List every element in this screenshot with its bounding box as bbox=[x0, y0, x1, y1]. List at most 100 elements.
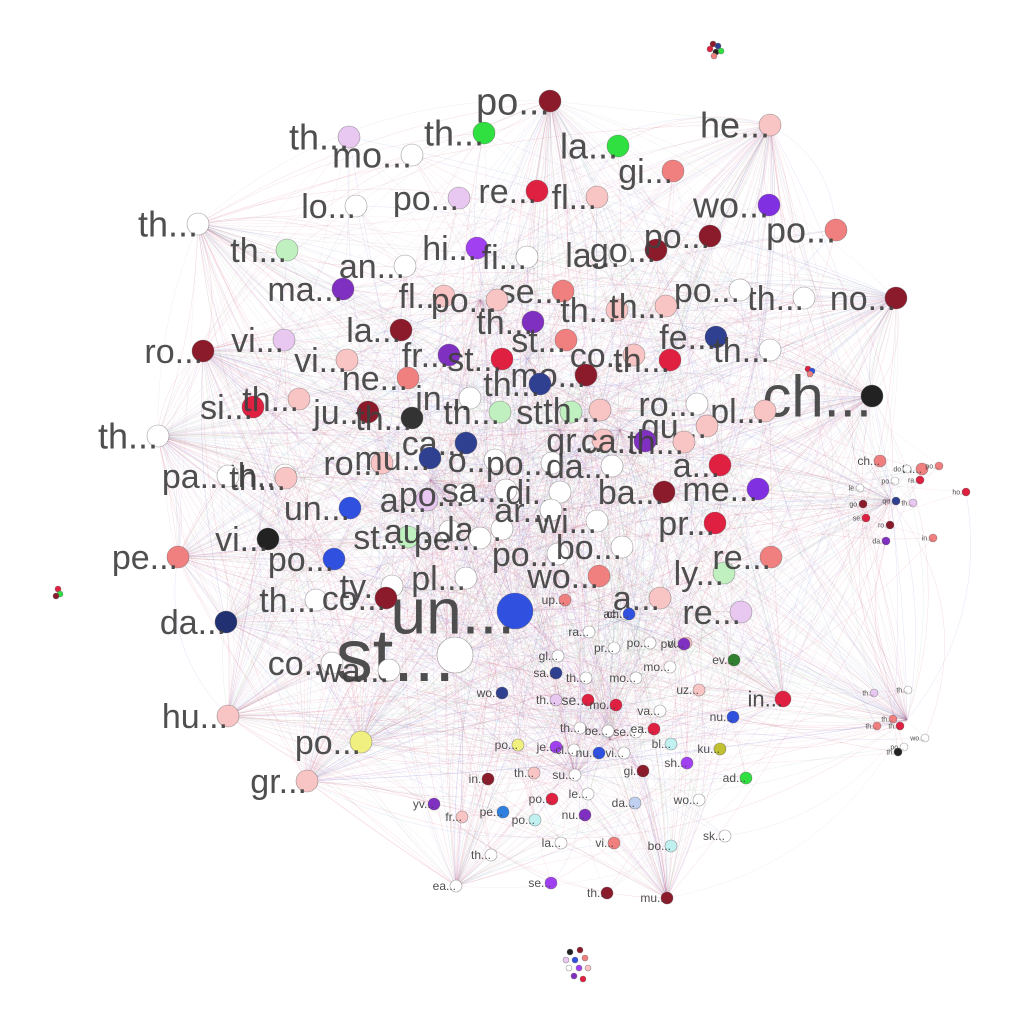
node-label: fe... bbox=[659, 319, 716, 357]
graph-node bbox=[549, 693, 563, 707]
edge bbox=[686, 124, 771, 405]
edge bbox=[429, 479, 784, 700]
edge bbox=[526, 256, 624, 741]
edge bbox=[579, 499, 891, 729]
edge bbox=[768, 204, 893, 501]
edge bbox=[566, 124, 771, 816]
edge bbox=[574, 611, 742, 776]
edge bbox=[227, 715, 536, 821]
edge bbox=[619, 429, 700, 691]
edge bbox=[333, 100, 551, 560]
edge bbox=[551, 462, 668, 899]
edge bbox=[157, 435, 227, 623]
edge bbox=[227, 520, 598, 717]
edge bbox=[177, 556, 457, 887]
edge bbox=[360, 739, 611, 752]
node-label: po... bbox=[295, 724, 361, 762]
edge bbox=[197, 223, 644, 772]
edge bbox=[635, 395, 873, 679]
edge bbox=[227, 477, 288, 717]
graph-node bbox=[548, 480, 572, 504]
node-label: th... bbox=[613, 342, 670, 380]
edge bbox=[782, 395, 873, 700]
node-label: po... bbox=[486, 445, 552, 483]
edge bbox=[454, 124, 771, 656]
edge bbox=[360, 488, 759, 743]
edge bbox=[227, 610, 516, 717]
edge bbox=[696, 403, 908, 721]
edge bbox=[157, 435, 625, 754]
edge bbox=[202, 297, 897, 353]
node-label: in... bbox=[415, 380, 470, 418]
edge bbox=[455, 698, 784, 887]
edge bbox=[227, 698, 784, 736]
edge bbox=[197, 223, 908, 721]
node-label: ro... bbox=[878, 522, 890, 529]
edge bbox=[333, 558, 374, 743]
edge bbox=[202, 350, 362, 743]
edge bbox=[197, 222, 940, 467]
edge bbox=[202, 229, 837, 352]
edge bbox=[769, 124, 873, 397]
edge bbox=[225, 457, 431, 623]
node-label: po... bbox=[512, 813, 535, 827]
edge bbox=[381, 462, 516, 612]
edge bbox=[455, 439, 604, 887]
edge bbox=[455, 610, 516, 887]
edge bbox=[609, 739, 668, 899]
edge bbox=[267, 395, 873, 540]
edge bbox=[227, 715, 899, 766]
node-label: bl... bbox=[652, 737, 671, 751]
edge bbox=[267, 538, 784, 700]
edge bbox=[454, 654, 576, 776]
edge bbox=[283, 339, 308, 782]
edge bbox=[739, 289, 908, 721]
edge bbox=[197, 217, 445, 297]
node-label: gl... bbox=[539, 649, 558, 663]
edge bbox=[574, 491, 967, 776]
graph-node bbox=[540, 451, 564, 475]
edge bbox=[559, 429, 908, 721]
edge bbox=[197, 223, 668, 899]
edge bbox=[875, 480, 908, 721]
edge bbox=[225, 354, 450, 623]
graph-node bbox=[644, 238, 668, 262]
edge bbox=[306, 411, 572, 782]
edge bbox=[331, 662, 784, 731]
edge bbox=[306, 395, 873, 782]
edge bbox=[559, 170, 674, 431]
edge bbox=[177, 170, 674, 558]
edge bbox=[455, 425, 708, 887]
edge bbox=[360, 395, 873, 743]
edge bbox=[227, 124, 771, 717]
graph-node bbox=[573, 721, 587, 735]
graph-node bbox=[629, 671, 643, 685]
edge bbox=[686, 499, 891, 764]
edge bbox=[631, 731, 668, 899]
graph-node bbox=[899, 742, 909, 752]
edge bbox=[602, 296, 897, 441]
edge bbox=[197, 223, 700, 801]
edge bbox=[306, 746, 636, 804]
edge bbox=[619, 429, 967, 493]
edge bbox=[404, 100, 551, 267]
edge bbox=[619, 429, 908, 721]
edge bbox=[157, 411, 369, 449]
edge bbox=[606, 297, 897, 894]
node-label: wo... bbox=[909, 735, 925, 742]
graph-node bbox=[191, 339, 215, 363]
edge bbox=[157, 435, 179, 558]
edge bbox=[227, 715, 457, 887]
edge bbox=[202, 350, 362, 743]
edge bbox=[381, 462, 611, 741]
edge bbox=[557, 124, 771, 555]
edge bbox=[455, 537, 488, 887]
edge bbox=[479, 248, 657, 301]
node-label: su... bbox=[552, 768, 575, 782]
edge bbox=[479, 196, 598, 301]
edge bbox=[549, 100, 873, 397]
edge bbox=[391, 585, 668, 899]
graph-node bbox=[622, 607, 636, 621]
edge bbox=[429, 339, 567, 481]
edge bbox=[429, 339, 567, 481]
